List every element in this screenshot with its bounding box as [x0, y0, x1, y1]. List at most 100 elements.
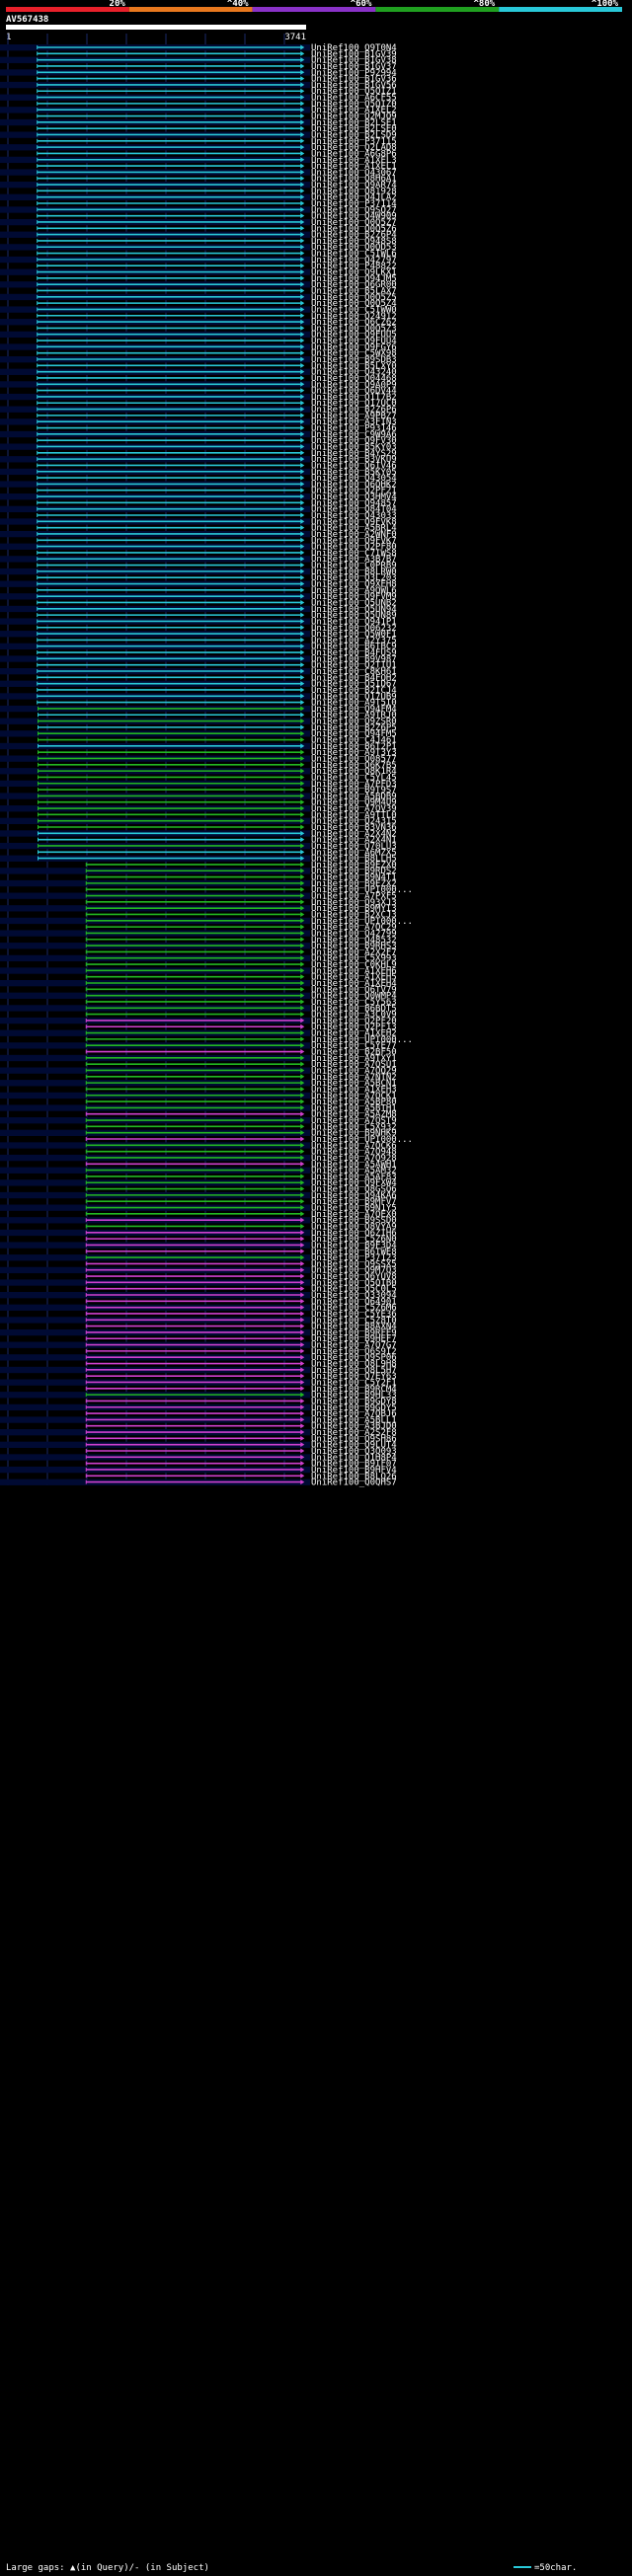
hit-label[interactable]: UniRef100_B4FUS9 — [311, 648, 397, 658]
hit-label[interactable]: UniRef100_Q9SP06 — [311, 1353, 397, 1363]
hit-row[interactable]: UniRef100_B9RDS2 — [0, 867, 397, 876]
hit-row[interactable]: UniRef100_Q17UB9 — [0, 692, 397, 702]
hit-label[interactable]: UniRef100_Q9FVM9 — [311, 592, 397, 602]
hit-row[interactable]: UniRef100_A1XEH6 — [0, 966, 397, 976]
hit-label[interactable]: UniRef100_B2XCJ3 — [311, 910, 397, 920]
hit-label[interactable]: UniRef100_B9HEF7 — [311, 1334, 397, 1344]
hit-label[interactable]: UniRef100_Q3Q093 — [311, 1447, 397, 1457]
hit-label[interactable]: UniRef100_B9GDY5 — [311, 1403, 397, 1413]
hit-label[interactable]: UniRef100_A1XEH2 — [311, 1029, 397, 1039]
hit-label[interactable]: UniRef100_A7PXF5 — [311, 892, 397, 902]
hit-label[interactable]: UniRef100_B9T9S7 — [311, 786, 397, 796]
hit-row[interactable]: UniRef100_Q2MJO9 — [37, 113, 397, 122]
hit-label[interactable]: UniRef100_B9HL33 — [311, 1391, 397, 1401]
hit-label[interactable]: UniRef100_B9N1Y5 — [311, 1204, 397, 1214]
hit-label[interactable]: UniRef100_Q4W909 — [311, 212, 397, 222]
hit-label[interactable]: UniRef100_B6T2P1 — [311, 742, 397, 752]
hit-row[interactable]: UniRef100_Q6ZIH6 — [0, 1229, 397, 1239]
hit-label[interactable]: UniRef100_Q2PF80 — [311, 543, 397, 553]
hit-row[interactable]: UniRef100_Q5QIZ0 — [37, 100, 397, 110]
hit-row[interactable]: UniRef100_A1XEL3 — [0, 156, 397, 166]
hit-label[interactable]: UniRef100_Q9FUU5 — [311, 331, 397, 341]
hit-row[interactable]: UniRef100_P37123 — [0, 1253, 397, 1263]
hit-row[interactable]: UniRef100_Q3L203 — [37, 573, 397, 583]
hit-label[interactable]: UniRef100_B9GDY8 — [311, 1397, 397, 1406]
hit-row[interactable]: UniRef100_A2Y375 — [37, 636, 397, 645]
hit-row[interactable]: UniRef100_B9SSD0 — [0, 1216, 397, 1226]
hit-label[interactable]: UniRef100_Q5QIB0 — [311, 1278, 397, 1288]
hit-row[interactable]: UniRef100_P37114 — [37, 199, 397, 209]
hit-label[interactable]: UniRef100_A2WNF0 — [311, 530, 397, 540]
hit-row[interactable]: UniRef100_UPI000... — [0, 917, 413, 927]
hit-row[interactable]: UniRef100_Q6YUV8 — [85, 1272, 397, 1282]
hit-row[interactable]: UniRef100_Q0Q5Z6 — [37, 224, 397, 234]
hit-label[interactable]: UniRef100_A6MZX5 — [311, 848, 397, 858]
hit-label[interactable]: UniRef100_B4YS29 — [311, 449, 397, 459]
hit-row[interactable]: UniRef100_B6T2P1 — [0, 742, 397, 752]
hit-row[interactable]: UniRef100_B4FQH2 — [37, 673, 397, 683]
hit-label[interactable]: UniRef100_B9EZX0 — [311, 861, 397, 871]
hit-label[interactable]: UniRef100_A3B7B7 — [311, 555, 397, 565]
hit-label[interactable]: UniRef100_A5AF83 — [311, 1173, 397, 1182]
hit-row[interactable]: UniRef100_UPI000... — [85, 1035, 413, 1045]
hit-label[interactable]: UniRef100_A7NTN2 — [311, 1073, 397, 1083]
hit-row[interactable]: UniRef100_B6TBC9 — [0, 643, 397, 652]
hit-label[interactable]: UniRef100_A9TRJ0 — [311, 711, 397, 720]
hit-row[interactable]: UniRef100_A5BP80 — [85, 1098, 397, 1107]
hit-row[interactable]: UniRef100_B2LSE1 — [0, 118, 397, 128]
hit-label[interactable]: UniRef100_C0PRB9 — [311, 562, 397, 571]
hit-label[interactable]: UniRef100_Q6CZ62 — [311, 318, 397, 328]
hit-label[interactable]: UniRef100_Q6ZIH6 — [311, 1229, 397, 1239]
hit-row[interactable]: UniRef100_Q64901 — [85, 1297, 397, 1307]
hit-label[interactable]: UniRef100_A9T5I0 — [311, 699, 397, 709]
hit-row[interactable]: UniRef100_B9RHS3 — [0, 942, 397, 951]
hit-label[interactable]: UniRef100_B8AXN4 — [311, 1323, 397, 1332]
hit-row[interactable]: UniRef100_A7QCK1 — [0, 1092, 397, 1101]
hit-label[interactable]: UniRef100_A9QWL6 — [311, 586, 397, 596]
hit-row[interactable]: UniRef100_C5IWL6 — [37, 250, 397, 260]
hit-label[interactable]: UniRef100_Q24912 — [311, 312, 397, 322]
hit-row[interactable]: UniRef100_Q1T7B2 — [0, 393, 397, 403]
hit-row[interactable]: UniRef100_P93146 — [37, 424, 397, 434]
hit-label[interactable]: UniRef100_C5YL45 — [311, 773, 397, 783]
hit-label[interactable]: UniRef100_A7QBJ6 — [311, 1409, 397, 1419]
hit-row[interactable]: UniRef100_Q70LU3 — [0, 842, 397, 852]
hit-row[interactable]: UniRef100_B2Z6P5 — [38, 723, 397, 733]
hit-row[interactable]: UniRef100_B9V987 — [0, 654, 397, 664]
hit-label[interactable]: UniRef100_Q9AR74 — [311, 181, 397, 190]
hit-row[interactable]: UniRef100_B2LSD9 — [0, 130, 397, 140]
hit-label[interactable]: UniRef100_B9EZX2 — [311, 879, 397, 889]
hit-row[interactable]: UniRef100_B2Z6P4 — [0, 231, 397, 241]
hit-row[interactable]: UniRef100_A2X4N1 — [38, 836, 397, 846]
hit-label[interactable]: UniRef100_Q84T04 — [311, 505, 397, 515]
hit-row[interactable]: UniRef100_Q94KA6 — [0, 1191, 397, 1201]
hit-row[interactable]: UniRef100_Q9FVK7 — [37, 536, 397, 546]
hit-label[interactable]: UniRef100_C4J461 — [311, 736, 397, 746]
hit-label[interactable]: UniRef100_Q9LKX1 — [311, 268, 397, 278]
hit-label[interactable]: UniRef100_B9F3D4 — [311, 1241, 397, 1250]
hit-row[interactable]: UniRef100_A5BTH1 — [0, 1103, 397, 1113]
hit-row[interactable]: UniRef100_A2WNF0 — [0, 530, 397, 540]
hit-row[interactable]: UniRef100_B5KY05 — [0, 468, 397, 478]
hit-label[interactable]: UniRef100_B9HFV4 — [311, 1466, 397, 1476]
hit-row[interactable]: UniRef100_Q9SSX5 — [85, 1259, 397, 1269]
hit-label[interactable]: UniRef100_A2Y375 — [311, 636, 397, 645]
hit-row[interactable]: UniRef100_Q93XJ3 — [85, 898, 397, 908]
hit-row[interactable]: UniRef100_A5AWH1 — [85, 1160, 397, 1170]
hit-row[interactable]: UniRef100_A7Q7G7 — [0, 1341, 397, 1351]
hit-label[interactable]: UniRef100_Q17UC0 — [311, 399, 397, 409]
hit-row[interactable]: UniRef100_Q0Q5Z4 — [37, 299, 397, 309]
hit-label[interactable]: UniRef100_Q8H6A1 — [311, 175, 397, 185]
hit-row[interactable]: UniRef100_Q5QIZ1 — [37, 87, 397, 97]
hit-label[interactable]: UniRef100_Q0Q5Z3 — [311, 324, 397, 334]
hit-label[interactable]: UniRef100_A1XEL1 — [311, 162, 397, 172]
hit-label[interactable]: UniRef100_A5BRL4 — [311, 524, 397, 534]
hit-label[interactable]: UniRef100_B9RFE9 — [311, 1328, 397, 1338]
hit-label[interactable]: UniRef100_Q9XEH8 — [311, 580, 397, 590]
hit-row[interactable]: UniRef100_A3BJD0 — [85, 1422, 397, 1432]
hit-row[interactable]: UniRef100_UPI000... — [85, 1135, 413, 1145]
hit-label[interactable]: UniRef100_Q6TV79 — [311, 985, 397, 995]
hit-label[interactable]: UniRef100_B1GV38 — [311, 56, 397, 66]
hit-label[interactable]: UniRef100_Q9FV30 — [311, 436, 397, 446]
hit-label[interactable]: UniRef100_A7QC29 — [311, 923, 397, 933]
